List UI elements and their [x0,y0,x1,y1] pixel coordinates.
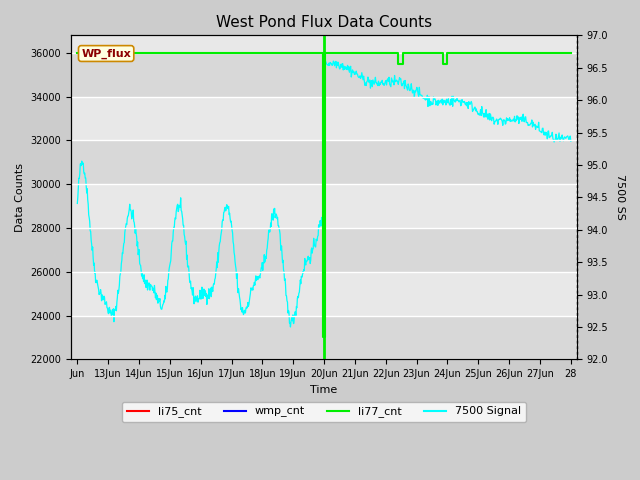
Y-axis label: Data Counts: Data Counts [15,163,25,232]
X-axis label: Time: Time [310,384,338,395]
Text: WP_flux: WP_flux [81,48,131,59]
Y-axis label: 7500 SS: 7500 SS [615,174,625,220]
Bar [71,96,577,141]
Bar [71,141,577,184]
Bar [71,272,577,315]
Bar [71,228,577,272]
Legend: li75_cnt, wmp_cnt, li77_cnt, 7500 Signal: li75_cnt, wmp_cnt, li77_cnt, 7500 Signal [122,402,526,422]
Bar [71,315,577,360]
Bar [71,184,577,228]
Title: West Pond Flux Data Counts: West Pond Flux Data Counts [216,15,432,30]
Bar [71,53,577,96]
